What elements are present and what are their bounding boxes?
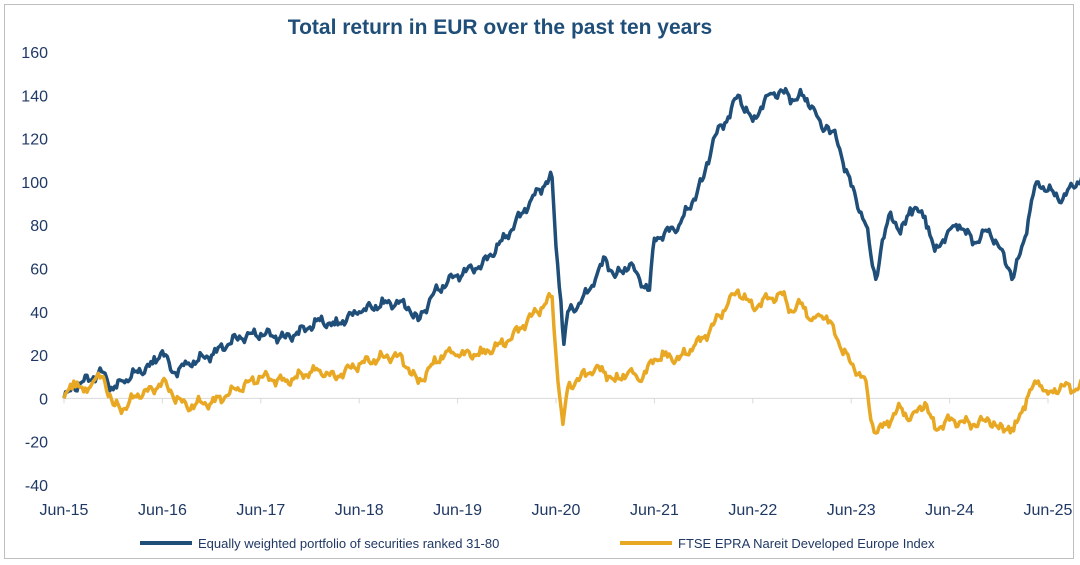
y-axis: 160 140 120 100 80 60 40 20 0 -20 -40 xyxy=(21,45,48,495)
y-tick-label: 120 xyxy=(21,132,48,149)
y-tick-label: 100 xyxy=(21,175,48,192)
x-tick-label: Jun-18 xyxy=(335,502,384,519)
y-tick-label: 160 xyxy=(21,45,48,62)
legend-label-portfolio: Equally weighted portfolio of securities… xyxy=(198,536,499,551)
x-tick-label: Jun-25 xyxy=(1024,502,1073,519)
x-tick-label: Jun-24 xyxy=(925,502,974,519)
legend: Equally weighted portfolio of securities… xyxy=(140,536,935,551)
y-tick-label: -20 xyxy=(25,435,48,452)
x-tick-label: Jun-22 xyxy=(728,502,777,519)
series-line-portfolio xyxy=(62,86,1080,399)
y-tick-label: -40 xyxy=(25,478,48,495)
x-axis: Jun-15 Jun-16 Jun-17 Jun-18 Jun-19 Jun-20 Jun-… xyxy=(40,398,1073,519)
x-tick-label: Jun-20 xyxy=(532,502,581,519)
series-lines xyxy=(62,86,1080,435)
y-tick-label: 0 xyxy=(39,391,48,408)
x-tick-label: Jun-17 xyxy=(236,502,285,519)
y-tick-label: 140 xyxy=(21,88,48,105)
series-line-index xyxy=(62,288,1080,435)
chart-frame xyxy=(4,4,1074,559)
chart-title: Total return in EUR over the past ten ye… xyxy=(288,16,712,39)
x-tick-label: Jun-19 xyxy=(433,502,482,519)
legend-label-index: FTSE EPRA Nareit Developed Europe Index xyxy=(678,536,935,551)
y-tick-label: 40 xyxy=(30,305,48,322)
x-tick-label: Jun-21 xyxy=(630,502,679,519)
y-tick-label: 60 xyxy=(30,262,48,279)
y-tick-label: 20 xyxy=(30,348,48,365)
x-tick-label: Jun-15 xyxy=(40,502,89,519)
x-tick-label: Jun-16 xyxy=(138,502,187,519)
x-tick-label: Jun-23 xyxy=(827,502,876,519)
y-tick-label: 80 xyxy=(30,218,48,235)
